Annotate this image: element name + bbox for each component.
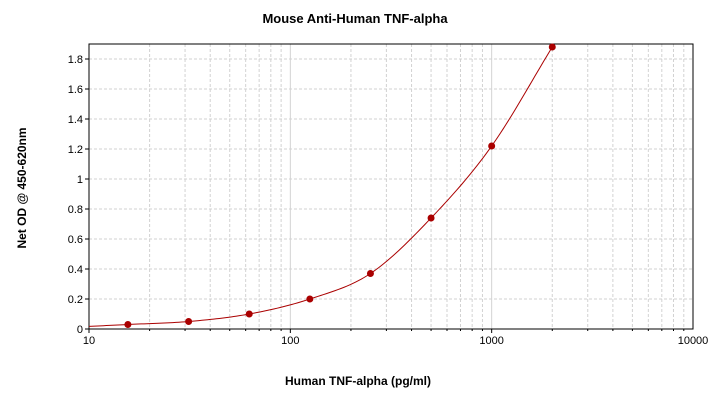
y-tick-label: 1.8	[68, 54, 83, 66]
y-tick-label: 0.2	[68, 294, 83, 306]
x-axis-label: Human TNF-alpha (pg/ml)	[285, 374, 431, 388]
fit-curve	[88, 46, 553, 327]
ticks: 10 100 1000 10000 0 0.2 0.4 0.6 0.8 1 1.2 1.4 1.6 1.8	[68, 54, 709, 347]
x-tick-label: 100	[281, 335, 299, 347]
y-tick-label: 1.4	[68, 114, 83, 126]
fit-curve-layer	[88, 46, 553, 327]
y-tick-label: 1.2	[68, 144, 83, 156]
data-point	[366, 270, 374, 277]
data-points	[124, 43, 556, 328]
data-point	[488, 142, 496, 150]
data-point	[548, 43, 556, 51]
y-tick-label: 1	[77, 174, 83, 186]
y-tick-label: 1.6	[68, 84, 83, 96]
y-tick-label: 0	[77, 324, 83, 336]
data-point	[185, 318, 193, 325]
y-axis-label: Net OD @ 450-620nm	[15, 127, 29, 248]
x-tick-label: 10000	[678, 335, 709, 347]
y-tick-label: 0.8	[68, 204, 83, 216]
data-point	[306, 295, 314, 303]
data-point	[427, 214, 435, 222]
x-tick-label: 10	[83, 335, 95, 347]
y-tick-label: 0.4	[68, 264, 83, 276]
x-tick-label: 1000	[479, 335, 503, 347]
chart-title: Mouse Anti-Human TNF-alpha	[262, 11, 448, 26]
grid	[88, 44, 693, 330]
data-point	[245, 310, 253, 318]
data-point	[124, 321, 132, 328]
y-tick-label: 0.6	[68, 234, 83, 246]
plot-frame	[88, 43, 694, 330]
